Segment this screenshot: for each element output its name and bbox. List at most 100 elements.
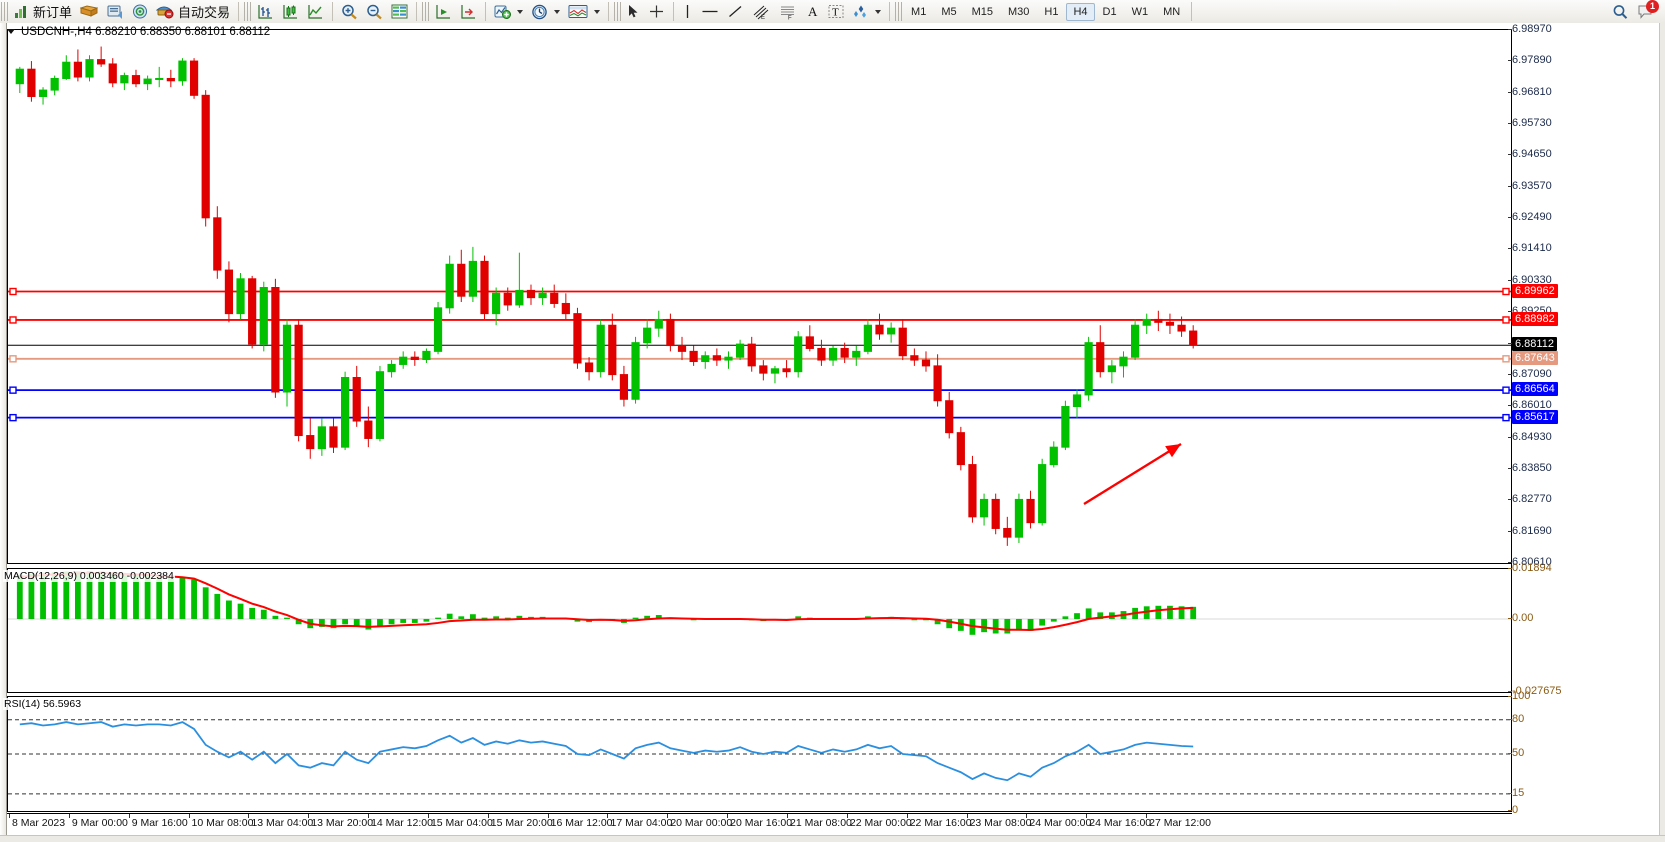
- timeframe-m1[interactable]: M1: [911, 5, 927, 18]
- templates-button[interactable]: [564, 0, 604, 23]
- scrollbar-grip[interactable]: [422, 2, 430, 21]
- period-button[interactable]: [527, 0, 564, 23]
- timeframe-d1[interactable]: D1: [1102, 5, 1117, 18]
- time-label: 24 Mar 16:00: [1089, 817, 1152, 829]
- candle: [317, 418, 326, 456]
- indicators-button[interactable]: [490, 0, 527, 23]
- macd-chart-svg: [8, 570, 1511, 635]
- candle: [85, 55, 94, 82]
- search-button[interactable]: [1608, 0, 1633, 23]
- clock-icon: [531, 4, 548, 20]
- candle: [1049, 441, 1058, 468]
- new-order-icon: [14, 4, 29, 19]
- zoom-in-button[interactable]: [337, 0, 362, 23]
- candle: [341, 371, 350, 451]
- candle: [1096, 325, 1105, 378]
- candle: [584, 357, 594, 381]
- hline-resistance-2[interactable]: [8, 316, 1511, 324]
- timeframe-grip[interactable]: [895, 2, 903, 21]
- hline-bid-price[interactable]: [8, 355, 1511, 363]
- timeframe-h1[interactable]: H1: [1044, 5, 1059, 18]
- indicators-chevron-down-icon[interactable]: [517, 9, 524, 14]
- chart-shift-button[interactable]: [456, 0, 481, 23]
- alerts-button[interactable]: 1: [1633, 0, 1659, 23]
- price-tag-resistance-1[interactable]: 6.89962: [1512, 283, 1558, 298]
- cursor-button[interactable]: [623, 0, 644, 23]
- candle: [480, 255, 489, 320]
- timeframe-mn[interactable]: MN: [1163, 5, 1181, 18]
- folder-icon: [80, 4, 99, 19]
- templates-icon: [568, 4, 588, 19]
- candle: [131, 69, 141, 88]
- candle: [968, 455, 977, 523]
- alert-count-badge: 1: [1646, 0, 1659, 13]
- candle: [770, 365, 780, 384]
- candle: [1014, 493, 1024, 543]
- chart-menu-chevron-down-icon[interactable]: [7, 29, 15, 34]
- status-bar: [0, 835, 1665, 842]
- hline-support-2[interactable]: [8, 413, 1511, 422]
- hline-resistance-1[interactable]: [8, 287, 1511, 296]
- hline-support-1[interactable]: [8, 386, 1511, 394]
- chartbar-grip[interactable]: [244, 2, 252, 21]
- zoom-out-button[interactable]: [362, 0, 387, 23]
- time-tick: [248, 814, 250, 818]
- candlestick-chart-button[interactable]: [278, 0, 303, 23]
- publish-icon: [106, 4, 124, 19]
- price-tag-support-1[interactable]: 6.86564: [1512, 382, 1558, 397]
- folder-button[interactable]: [76, 0, 102, 23]
- candle: [979, 493, 989, 526]
- macd-pane[interactable]: [7, 568, 1512, 693]
- rsi-pane[interactable]: [7, 696, 1512, 812]
- candle: [782, 360, 791, 378]
- price-tag-resistance-2[interactable]: 6.88982: [1512, 311, 1558, 326]
- price-tick: 6.87090: [1508, 367, 1552, 380]
- fibonacci-button[interactable]: F: [775, 0, 802, 23]
- time-axis[interactable]: 8 Mar 2023 9 Mar 00:00 9 Mar 16:00 10 Mar 0…: [7, 813, 1512, 834]
- price-tick: 6.93570: [1508, 179, 1552, 192]
- data-window-button[interactable]: [387, 0, 412, 23]
- price-tag-bid-price[interactable]: 6.87643: [1512, 350, 1558, 365]
- trendline-button[interactable]: [723, 0, 748, 23]
- candle: [1142, 313, 1151, 334]
- macd-tick: -0.027675: [1508, 685, 1562, 697]
- timeframe-m30[interactable]: M30: [1008, 5, 1030, 18]
- candle: [15, 66, 24, 93]
- candle: [689, 345, 698, 366]
- timeframe-h4[interactable]: H4: [1066, 2, 1095, 21]
- line-chart-icon: [307, 4, 324, 20]
- zoom-in-icon: [341, 4, 358, 20]
- timeframe-m15[interactable]: M15: [971, 5, 993, 18]
- price-tick: 6.83850: [1508, 461, 1552, 474]
- signals-button[interactable]: [128, 0, 152, 23]
- timeframe-w1[interactable]: W1: [1131, 5, 1149, 18]
- bar-chart-button[interactable]: [253, 0, 278, 23]
- line-chart-button[interactable]: [303, 0, 328, 23]
- price-tag-last-price[interactable]: 6.88112: [1512, 337, 1557, 352]
- period-chevron-down-icon[interactable]: [554, 9, 561, 14]
- text-label-button[interactable]: T: [824, 0, 848, 23]
- price-tag-support-2[interactable]: 6.85617: [1512, 409, 1558, 424]
- price-pane[interactable]: [7, 29, 1512, 564]
- candle: [724, 351, 733, 369]
- equidistant-channel-button[interactable]: E: [748, 0, 775, 23]
- linebar-grip[interactable]: [614, 2, 622, 21]
- candle: [155, 66, 164, 88]
- candle: [538, 287, 547, 305]
- auto-scroll-button[interactable]: [431, 0, 456, 23]
- shapes-chevron-down-icon[interactable]: [875, 9, 882, 14]
- uptrend-arrow[interactable]: [1083, 442, 1182, 506]
- publish-button[interactable]: [102, 0, 128, 23]
- shapes-button[interactable]: [848, 0, 885, 23]
- horizontal-line-button[interactable]: [697, 0, 723, 23]
- vertical-line-button[interactable]: [678, 0, 697, 23]
- candle: [1038, 458, 1047, 526]
- toolbar-grip[interactable]: [1, 2, 8, 21]
- templates-chevron-down-icon[interactable]: [594, 9, 601, 14]
- chart-window[interactable]: USDCNH-,H4 6.88210 6.88350 6.88101 6.881…: [0, 23, 1665, 842]
- mql5-button[interactable]: 自动交易: [152, 0, 234, 23]
- crosshair-button[interactable]: [644, 0, 669, 23]
- text-button[interactable]: A: [802, 0, 824, 23]
- timeframe-m5[interactable]: M5: [941, 5, 957, 18]
- new-order-button[interactable]: 新订单: [10, 0, 76, 23]
